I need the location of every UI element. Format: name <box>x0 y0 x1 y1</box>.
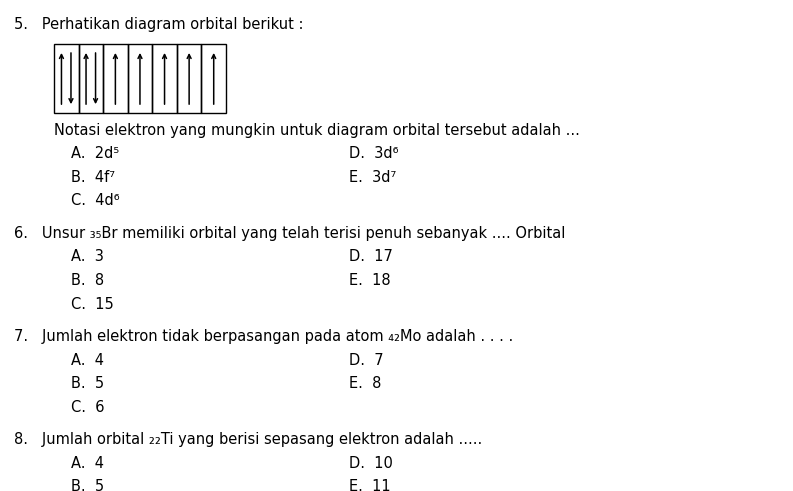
Text: D.  17: D. 17 <box>349 249 393 265</box>
Bar <box>103 44 128 113</box>
Bar <box>128 44 152 113</box>
Text: Notasi elektron yang mungkin untuk diagram orbital tersebut adalah ...: Notasi elektron yang mungkin untuk diagr… <box>54 123 580 138</box>
Text: 7.   Jumlah elektron tidak berpasangan pada atom ₄₂Mo adalah . . . .: 7. Jumlah elektron tidak berpasangan pad… <box>14 329 514 344</box>
Text: D.  7: D. 7 <box>349 353 384 368</box>
Bar <box>177 44 201 113</box>
Text: E.  3d⁷: E. 3d⁷ <box>349 170 396 185</box>
Text: E.  8: E. 8 <box>349 376 381 391</box>
Text: 8.   Jumlah orbital ₂₂Ti yang berisi sepasang elektron adalah .....: 8. Jumlah orbital ₂₂Ti yang berisi sepas… <box>14 432 482 447</box>
Text: B.  8: B. 8 <box>71 273 105 288</box>
Text: C.  4d⁶: C. 4d⁶ <box>71 193 120 209</box>
Text: A.  4: A. 4 <box>71 456 105 471</box>
Text: C.  6: C. 6 <box>71 400 105 415</box>
Text: A.  3: A. 3 <box>71 249 104 265</box>
Text: 5.   Perhatikan diagram orbital berikut :: 5. Perhatikan diagram orbital berikut : <box>14 17 304 32</box>
Text: B.  4f⁷: B. 4f⁷ <box>71 170 116 185</box>
Text: E.  11: E. 11 <box>349 479 390 491</box>
Bar <box>54 44 79 113</box>
Text: A.  2d⁵: A. 2d⁵ <box>71 146 120 162</box>
Text: B.  5: B. 5 <box>71 376 105 391</box>
Text: D.  3d⁶: D. 3d⁶ <box>349 146 398 162</box>
Bar <box>152 44 177 113</box>
Text: D.  10: D. 10 <box>349 456 393 471</box>
Text: B.  5: B. 5 <box>71 479 105 491</box>
Text: 6.   Unsur ₃₅Br memiliki orbital yang telah terisi penuh sebanyak .... Orbital: 6. Unsur ₃₅Br memiliki orbital yang tela… <box>14 226 565 241</box>
Bar <box>79 44 103 113</box>
Bar <box>201 44 226 113</box>
Text: E.  18: E. 18 <box>349 273 390 288</box>
Text: A.  4: A. 4 <box>71 353 105 368</box>
Text: C.  15: C. 15 <box>71 297 114 312</box>
